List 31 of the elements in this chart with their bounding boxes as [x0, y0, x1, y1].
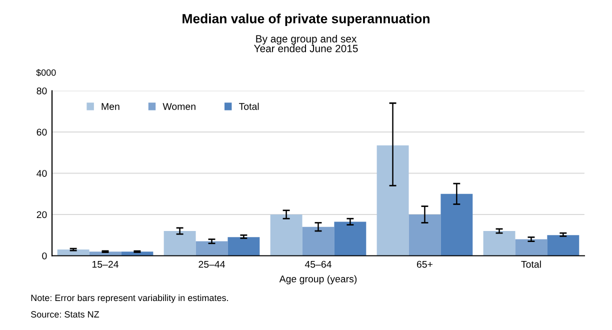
bar	[164, 231, 196, 256]
bar	[440, 194, 473, 256]
chart-title: Median value of private superannuation	[182, 14, 430, 26]
bar	[408, 214, 441, 256]
bar	[270, 214, 302, 256]
bar	[376, 145, 409, 256]
text: Note: Error bars represent variability in estimates.	[31, 294, 228, 303]
legend-label: Women	[162, 103, 196, 110]
bar	[483, 231, 516, 256]
x-tick-label: 45–64	[304, 260, 332, 268]
bar	[515, 239, 548, 256]
x-tick-label: 65+	[416, 260, 432, 268]
bar	[196, 241, 228, 256]
x-tick-label: 25–44	[198, 260, 225, 268]
source-note: Source: Stats NZ	[31, 311, 100, 318]
bar	[547, 235, 580, 256]
y-tick-label: 40	[36, 170, 47, 177]
y-tick-label: 0	[42, 252, 47, 260]
y-tick-label: 20	[36, 211, 47, 218]
y-tick-label: 60	[36, 128, 47, 136]
bar	[334, 222, 366, 256]
y-axis-title: $000	[36, 68, 56, 76]
x-tick-label: Total	[521, 260, 541, 268]
y-tick-label: 80	[36, 87, 47, 94]
bar	[228, 237, 260, 256]
x-axis-title: Age group (years)	[279, 275, 357, 284]
chart-subtitle: By age group and sex Year ended June 2015	[254, 34, 358, 52]
legend-label: Men	[102, 103, 120, 110]
x-tick-label: 15–24	[92, 260, 118, 268]
legend-label: Total	[239, 102, 259, 110]
bar	[302, 226, 334, 256]
